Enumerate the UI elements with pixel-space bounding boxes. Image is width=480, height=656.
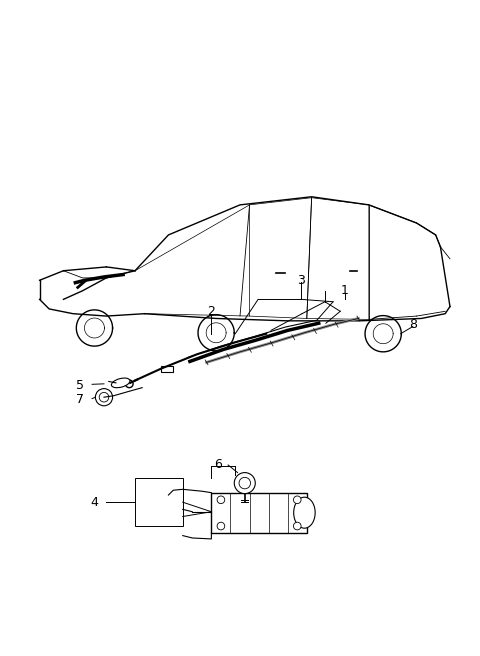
- Bar: [135, 478, 183, 526]
- Circle shape: [293, 522, 301, 530]
- Text: 7: 7: [76, 393, 84, 406]
- Circle shape: [239, 478, 251, 489]
- Text: 2: 2: [207, 305, 216, 318]
- Text: 3: 3: [297, 274, 305, 287]
- Text: 1: 1: [341, 284, 349, 297]
- Text: 8: 8: [409, 318, 417, 331]
- Ellipse shape: [294, 497, 315, 528]
- Circle shape: [234, 472, 255, 493]
- Bar: [161, 366, 173, 372]
- Circle shape: [217, 522, 225, 530]
- Text: 6: 6: [215, 457, 222, 470]
- Circle shape: [293, 496, 301, 504]
- Text: 5: 5: [76, 379, 84, 392]
- Bar: [211, 493, 307, 533]
- Circle shape: [217, 496, 225, 504]
- Text: 4: 4: [91, 496, 98, 508]
- Circle shape: [99, 392, 109, 402]
- Ellipse shape: [111, 378, 130, 388]
- Circle shape: [96, 388, 113, 406]
